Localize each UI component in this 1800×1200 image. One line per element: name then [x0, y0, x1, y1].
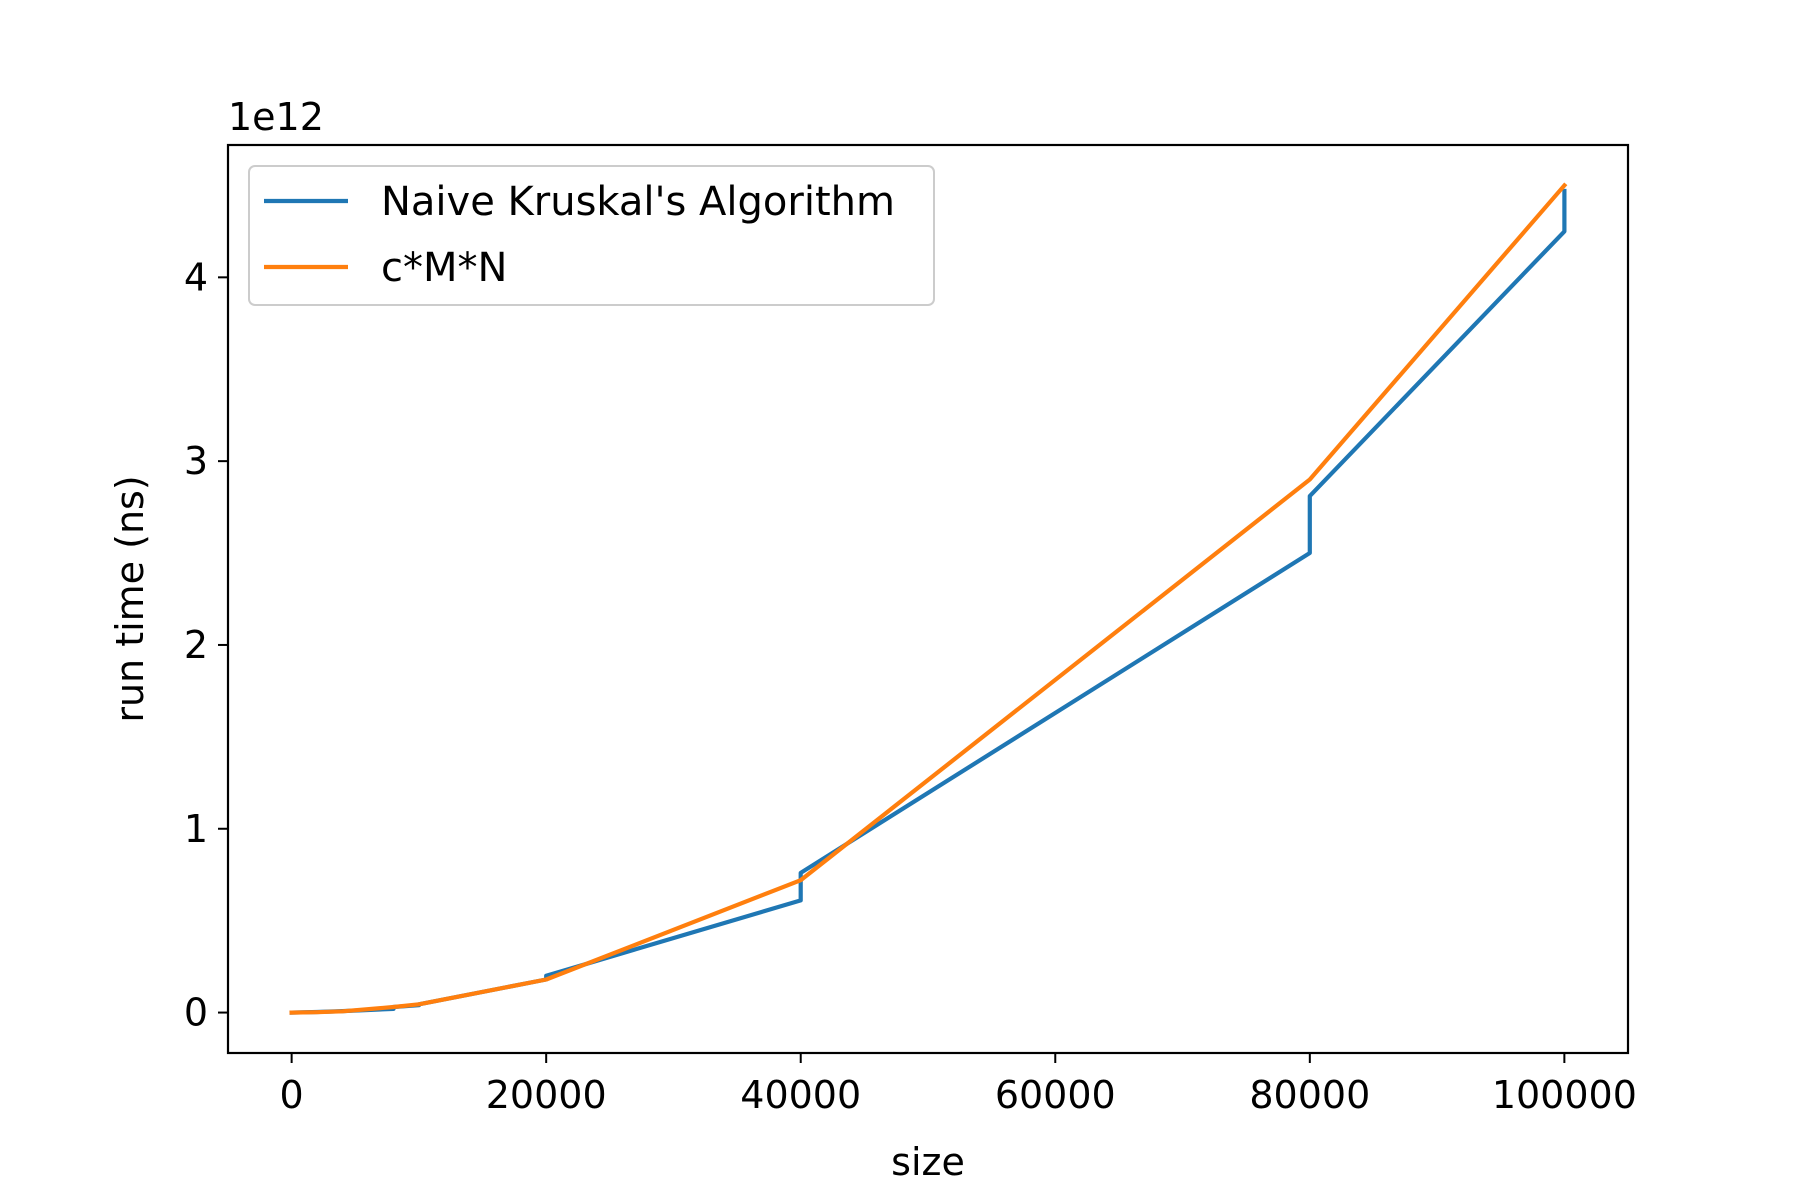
legend: Naive Kruskal's Algorithm c*M*N [248, 165, 935, 306]
y-tick-label: 1 [184, 807, 208, 851]
y-axis-offset-label: 1e12 [228, 95, 324, 139]
legend-label-1: c*M*N [381, 245, 507, 291]
y-tick-label: 0 [184, 991, 208, 1035]
y-axis-label: run time (ns) [108, 475, 152, 722]
x-tick-label: 0 [280, 1073, 304, 1117]
series-lines [289, 182, 1568, 1015]
y-axis-ticks: 0 1 2 3 4 [184, 255, 228, 1035]
x-axis-label: size [891, 1140, 965, 1184]
x-tick-label: 100000 [1492, 1073, 1637, 1117]
y-tick-label: 4 [184, 255, 208, 299]
legend-box [248, 165, 935, 306]
x-tick-label: 60000 [995, 1073, 1116, 1117]
y-tick-label: 3 [184, 439, 208, 483]
series-line-1 [289, 182, 1568, 1015]
y-tick-label: 2 [184, 623, 208, 667]
x-tick-label: 80000 [1249, 1073, 1370, 1117]
x-tick-label: 40000 [740, 1073, 861, 1117]
plot-area-frame [226, 143, 1630, 1055]
x-axis-ticks: 0 20000 40000 60000 80000 100000 [280, 1053, 1637, 1117]
legend-label-0: Naive Kruskal's Algorithm [381, 179, 895, 225]
x-tick-label: 20000 [486, 1073, 607, 1117]
series-line-0 [289, 188, 1567, 1015]
